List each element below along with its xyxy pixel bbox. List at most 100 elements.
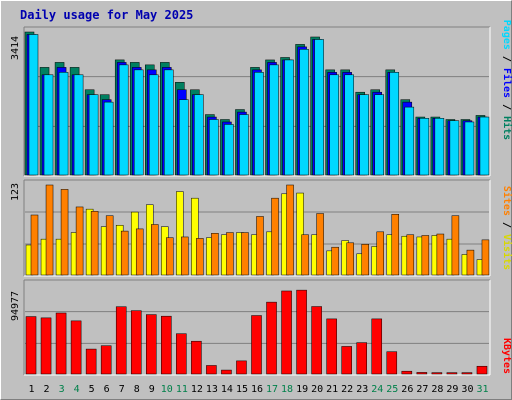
sites-bar [436,233,445,276]
pages-bar [404,106,415,176]
pages-bar [389,72,400,176]
pages-bar [209,119,219,176]
kbytes-bar [55,312,67,375]
day-label: 19 [296,384,308,395]
sites-bar [166,237,174,276]
sites-bar [135,228,144,276]
pages-bar [299,49,309,176]
day-label: 7 [119,384,125,395]
kbytes-bar [371,318,383,375]
legend-entry: Hits [501,116,512,140]
pages-bar [434,118,445,176]
sites-bar [196,238,204,276]
kbytes-bar [296,289,307,375]
day-label: 26 [401,384,413,395]
panel-3-legend: KBytes [501,338,512,374]
day-label: 31 [476,384,488,395]
day-label: 8 [134,384,140,395]
legend-entry: / [501,98,512,116]
kbytes-bar [25,316,37,375]
day-label: 16 [251,384,263,395]
kbytes-bar [221,369,232,375]
day-label: 2 [44,384,50,395]
day-label: 13 [206,384,218,395]
visits-bar [191,197,199,276]
kbytes-bar [191,340,202,375]
pages-bar [374,94,384,176]
sites-bar [346,242,354,276]
sites-bar [120,230,129,276]
visits-bar [176,191,184,276]
kbytes-bar [100,345,112,375]
sites-bar [105,215,114,276]
day-label: 11 [176,384,188,395]
day-label: 29 [446,384,458,395]
kbytes-bar [446,372,458,375]
pages-bar [419,118,430,176]
pages-bar [43,74,54,176]
sites-bar [361,244,369,276]
legend-entry: / [501,50,512,68]
day-label: 20 [311,384,323,395]
sites-bar [181,236,189,276]
kbytes-bar [176,333,187,375]
day-label: 28 [431,384,443,395]
kbytes-bar [461,372,473,375]
day-label: 5 [89,384,95,395]
sites-bar [406,234,415,276]
day-label: 1 [29,384,35,395]
kbytes-bar [356,342,367,375]
day-label: 17 [266,384,278,395]
pages-bar [464,121,475,176]
visits-bar [296,192,304,276]
sites-bar [30,214,39,276]
sites-bar [75,206,84,276]
pages-bar [239,114,249,176]
sites-bar [331,246,339,276]
sites-bar [481,239,490,276]
sites-bar [271,197,279,276]
day-label: 18 [281,384,293,395]
pages-bar [133,69,144,176]
day-label: 25 [386,384,398,395]
day-label: 3 [59,384,65,395]
panel-2-legend: Sites / Visits [501,186,512,270]
pages-bar [103,101,114,176]
kbytes-bar [236,360,247,375]
pages-bar [344,74,354,176]
day-label: 24 [371,384,383,395]
day-label: 27 [416,384,428,395]
kbytes-bar [416,372,428,375]
panel-2-y-max-label: 123 [10,183,21,201]
panel-3-y-max-label: 94977 [10,291,21,321]
kbytes-bar [161,315,172,375]
pages-bar [194,94,204,176]
panel-1-legend: Pages / Files / Hits [501,20,512,140]
day-label: 4 [74,384,80,395]
pages-bar [284,59,294,176]
kbytes-bar [431,372,443,375]
sites-bar [316,213,324,276]
sites-bar [90,211,99,276]
pages-bar [479,116,490,176]
sites-bar [60,189,69,276]
legend-entry: Visits [501,234,512,270]
panel-1-y-max-label: 3414 [10,36,21,60]
kbytes-bar [386,351,398,375]
legend-entry: Sites [501,186,512,216]
pages-bar [88,94,99,176]
day-label: 23 [356,384,368,395]
kbytes-bar [206,365,217,375]
kbytes-bar [326,318,337,375]
pages-bar [164,69,174,176]
legend-entry: KBytes [501,338,512,374]
kbytes-bar [115,306,127,375]
sites-bar [256,216,264,276]
kbytes-bar [476,365,488,375]
pages-bar [224,124,234,176]
day-label: 15 [236,384,248,395]
day-label: 21 [326,384,338,395]
pages-bar [269,64,279,176]
pages-bar [314,39,324,176]
